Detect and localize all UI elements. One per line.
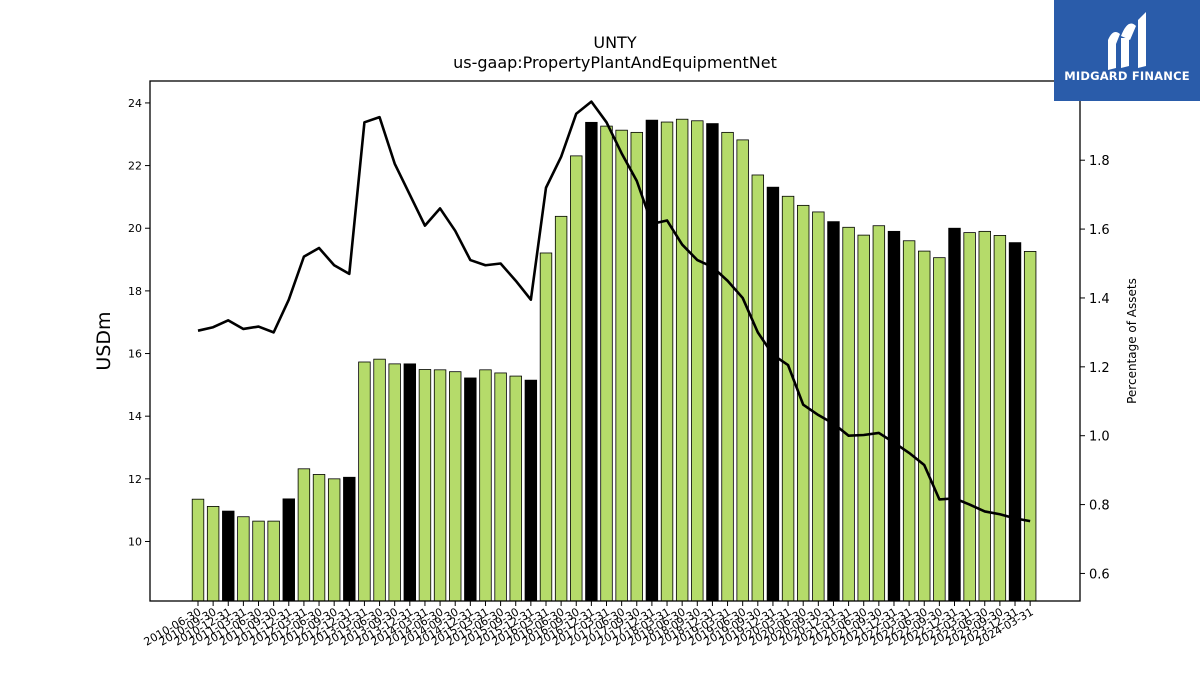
y-tick-label-right: 1.8 [1089,154,1110,169]
y-tick-label-right: 0.6 [1089,567,1110,582]
plot-area-frame [149,80,1081,602]
bar-2023-06-30 [978,230,991,602]
bar-2023-12-31 [1008,242,1022,602]
y-tick-label-left: 20 [128,222,142,235]
y-tick-label-right: 1.6 [1089,223,1110,238]
bar-2023-03-31 [963,232,976,602]
chart-subtitle: us-gaap:PropertyPlantAndEquipmentNet [453,53,777,72]
bar-2021-09-30 [872,225,886,602]
y-axis-right: 0.6 0.8 1.0 1.2 1.4 1.6 1.8 [1080,154,1110,582]
bar-2021-03-31 [842,226,855,602]
bar-2012-03-31 [297,468,311,602]
y-tick-label-right: 0.8 [1089,499,1110,514]
bar-2011-06-30 [252,520,265,602]
bar-2013-06-30 [373,358,386,602]
bar-2010-12-31 [222,510,235,602]
bar-2020-09-30 [812,211,825,602]
bar-2014-09-30 [449,371,462,602]
bar-2010-09-30 [206,505,220,602]
y-tick-label-left: 12 [128,473,142,486]
bar-2022-12-31 [948,227,961,602]
bar-2013-03-31 [358,361,371,602]
series-line-percentage-of-assets [197,100,1031,523]
bar-2016-03-31 [539,252,553,602]
midgard-logo-icon [1108,12,1146,70]
bar-2021-12-31 [887,230,901,602]
bar-2015-03-31 [479,369,492,602]
y-tick-label-left: 10 [128,535,142,548]
bar-2021-06-30 [857,234,870,602]
bar-2022-03-31 [902,240,916,602]
brand-name: MIDGARD FINANCE [1064,69,1190,83]
bar-2023-09-30 [993,235,1007,602]
bar-2017-09-30 [630,131,643,602]
bar-2013-12-31 [403,363,417,602]
y-tick-label-left: 22 [128,160,142,173]
bar-2016-09-30 [570,155,583,602]
bar-2019-03-31 [721,131,734,602]
y-tick-label-left: 16 [128,348,142,361]
bar-2018-12-31 [706,123,719,602]
y-tick-label-left: 24 [128,97,142,110]
bar-2017-03-31 [600,125,613,602]
chart-title: UNTY [593,33,636,52]
bar-2016-12-31 [585,121,598,602]
bar-2015-09-30 [509,375,522,602]
y-tick-label-right: 1.2 [1089,361,1110,376]
bar-2018-03-31 [660,121,674,602]
brand-logo: MIDGARD FINANCE [1054,0,1200,101]
bar-2019-09-30 [751,174,765,602]
y-tick-label-left: 14 [128,410,142,423]
bar-2011-03-31 [237,516,250,602]
bar-2015-12-31 [524,379,538,602]
bar-2017-06-30 [615,129,628,602]
bar-2014-06-30 [433,369,447,602]
bar-2016-06-30 [554,215,568,602]
bar-2020-12-31 [827,221,840,602]
x-axis: 2010-06-302010-09-302010-12-312011-03-31… [142,601,1036,649]
bars-layer [191,118,1037,602]
bar-2014-03-31 [418,369,432,602]
bar-2015-06-30 [494,372,507,602]
bar-2011-09-30 [267,520,280,602]
bar-2011-12-31 [282,498,295,602]
bar-2022-09-30 [933,257,946,602]
bar-2012-06-30 [312,474,326,602]
bar-2014-12-31 [464,377,477,602]
bar-2019-06-30 [736,139,749,602]
bar-2018-06-30 [675,118,689,602]
bar-2020-03-31 [781,195,795,602]
y-tick-label-right: 1.0 [1089,430,1110,445]
bar-2024-03-31 [1023,251,1037,602]
bar-2010-06-30 [191,498,205,602]
bar-2019-12-31 [766,186,780,602]
y-tick-label-right: 1.4 [1089,292,1110,307]
bar-2013-09-30 [388,363,401,602]
bar-2022-06-30 [918,250,931,602]
y-axis-label-right: Percentage of Assets [1125,278,1139,404]
bar-2018-09-30 [691,120,704,602]
bar-2017-12-31 [645,119,659,602]
bar-2012-12-31 [343,476,356,602]
y-axis-left: 10 12 14 16 18 20 22 24 [128,97,150,548]
y-axis-label-left: USDm [93,311,115,370]
y-tick-label-left: 18 [128,285,142,298]
bar-2012-09-30 [327,478,341,602]
